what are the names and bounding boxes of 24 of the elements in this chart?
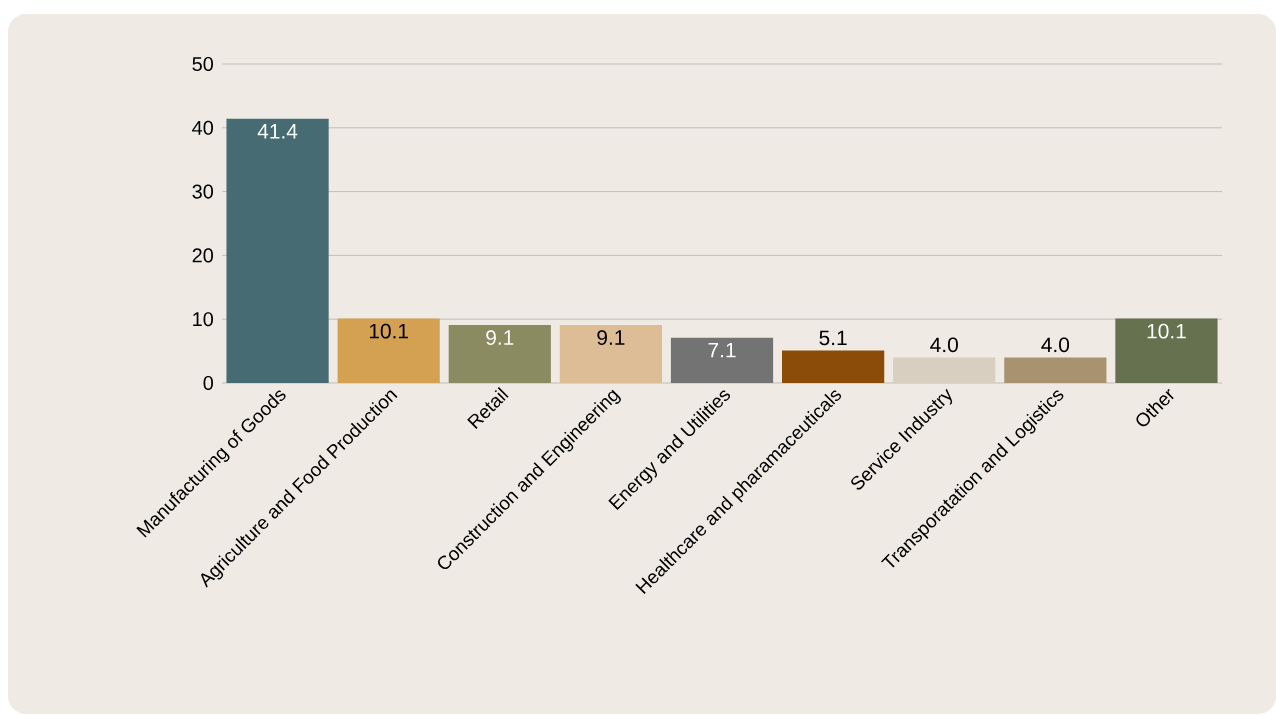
data-label: 10.1 — [369, 323, 409, 339]
y-tick-label: 30 — [192, 184, 214, 199]
data-label: 7.1 — [708, 342, 736, 358]
data-label: 4.0 — [1041, 337, 1070, 353]
bar — [782, 350, 885, 383]
y-tick-label: 40 — [192, 120, 214, 135]
data-label: 41.4 — [257, 124, 298, 139]
y-tick-label: 0 — [203, 375, 214, 391]
bar — [559, 324, 663, 383]
bar — [1004, 357, 1107, 383]
y-tick-label: 10 — [193, 312, 214, 327]
bar — [448, 324, 551, 383]
data-label: 10.1 — [1147, 323, 1186, 339]
data-label: 9.1 — [486, 330, 514, 345]
data-label: 9.1 — [597, 330, 625, 345]
bar — [337, 318, 440, 383]
y-tick-label: 50 — [192, 56, 214, 72]
bar — [226, 118, 329, 383]
y-tick-label: 20 — [192, 248, 214, 263]
bar — [670, 337, 774, 383]
data-label: 5.1 — [819, 330, 847, 346]
data-label: 4.0 — [930, 337, 958, 353]
bar — [1115, 318, 1218, 383]
bar — [893, 357, 996, 383]
